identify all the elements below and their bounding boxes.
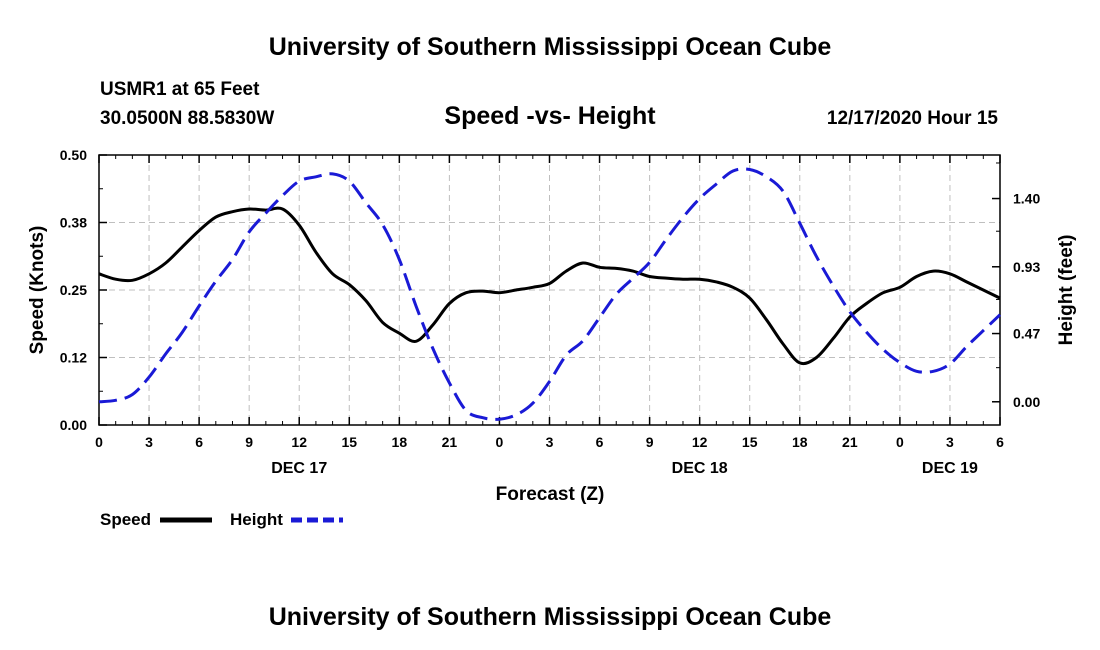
page-title: University of Southern Mississippi Ocean… — [269, 33, 832, 61]
series-line-speed — [98, 206, 1001, 366]
y2-tick-label: 0.47 — [1013, 326, 1040, 342]
y-tick-label: 0.12 — [60, 350, 87, 366]
timestamp-label: 12/17/2020 Hour 15 — [827, 108, 999, 129]
x-tick-label: 3 — [145, 434, 153, 450]
y2-tick-label: 0.93 — [1013, 259, 1040, 275]
x-tick-label: 12 — [291, 434, 307, 450]
series-layer — [98, 167, 1002, 421]
x-tick-label: 0 — [896, 434, 904, 450]
x-tick-label: 15 — [742, 434, 758, 450]
y-tick-label: 0.00 — [60, 417, 87, 433]
x-tick-label: 0 — [95, 434, 103, 450]
axis-layer: 0 3 6 9 12 15 18 21 0 3 6 9 12 15 18 21 0 3 6 DEC 17 DEC 18 D… — [60, 147, 1041, 477]
series-line-height — [98, 167, 1002, 421]
y-tick-label: 0.25 — [60, 282, 87, 298]
x-tick-label: 15 — [341, 434, 357, 450]
plot-title: Speed -vs- Height — [444, 102, 656, 130]
x-tick-label: 3 — [546, 434, 554, 450]
y-tick-label: 0.50 — [60, 147, 87, 163]
x-tick-label: 9 — [646, 434, 654, 450]
grid-layer — [99, 155, 1000, 425]
x-tick-label: 0 — [496, 434, 504, 450]
y-axis-title: Speed (Knots) — [27, 226, 48, 355]
x-tick-label: 18 — [392, 434, 408, 450]
legend-speed-label: Speed — [100, 510, 151, 529]
x-tick-label: 12 — [692, 434, 708, 450]
station-label: USMR1 at 65 Feet — [100, 79, 260, 100]
legend-height-label: Height — [230, 510, 283, 529]
location-label: 30.0500N 88.5830W — [100, 108, 274, 129]
footer-title: University of Southern Mississippi Ocean… — [269, 603, 832, 631]
x-axis-title: Forecast (Z) — [496, 484, 605, 505]
x-tick-label: 18 — [792, 434, 808, 450]
x-tick-label: 3 — [946, 434, 954, 450]
x-tick-label: 9 — [245, 434, 253, 450]
y2-tick-label: 1.40 — [1013, 191, 1040, 207]
x-tick-label: 6 — [996, 434, 1004, 450]
x-tick-label: 21 — [442, 434, 458, 450]
day-label: DEC 19 — [922, 460, 978, 477]
y2-axis-title: Height (feet) — [1056, 235, 1077, 346]
day-label: DEC 17 — [271, 460, 327, 477]
x-tick-label: 6 — [195, 434, 203, 450]
x-tick-label: 21 — [842, 434, 858, 450]
y-tick-label: 0.38 — [60, 215, 87, 231]
legend: Speed Height — [100, 510, 343, 529]
day-label: DEC 18 — [672, 460, 728, 477]
y2-tick-label: 0.00 — [1013, 394, 1040, 410]
x-tick-label: 6 — [596, 434, 604, 450]
